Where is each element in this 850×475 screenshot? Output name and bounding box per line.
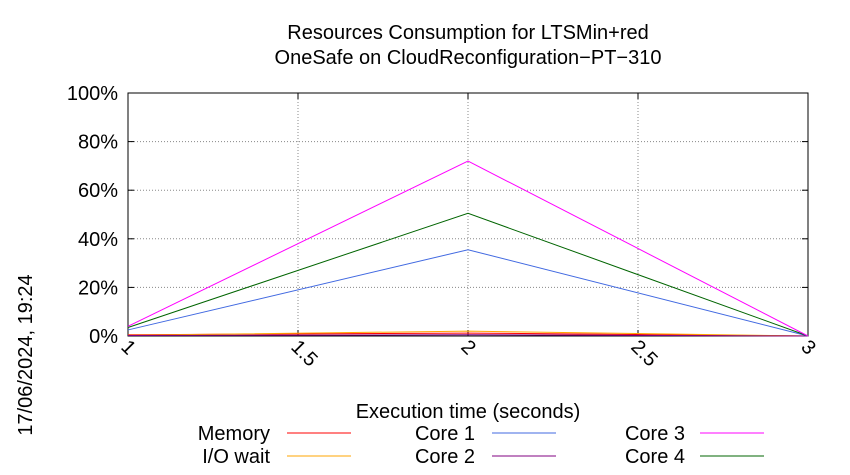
legend-label: Core 4 (625, 446, 685, 468)
x-tick-label: 1.5 (286, 336, 321, 371)
y-axis: 0% 20% 40% 60% 80% 100% (67, 83, 808, 348)
legend-label: Core 2 (415, 446, 475, 468)
timestamp-label: 17/06/2024, 19:24 (15, 274, 37, 435)
x-tick-label: 2 (456, 336, 479, 359)
chart-subtitle: OneSafe on CloudReconfiguration−PT−310 (275, 47, 662, 69)
y-tick-label: 0% (89, 326, 118, 348)
x-axis: 1 1.5 2 2.5 3 (116, 93, 820, 371)
series-line-core-2 (127, 334, 809, 337)
x-tick-label: 3 (796, 336, 819, 359)
series-lines (127, 160, 809, 337)
y-tick-label: 100% (67, 83, 118, 105)
chart-title: Resources Consumption for LTSMin+red (287, 22, 648, 44)
series-line-core-4 (127, 212, 809, 337)
x-axis-label: Execution time (seconds) (356, 401, 581, 423)
y-tick-label: 60% (78, 180, 118, 202)
legend-label: Memory (198, 423, 270, 445)
legend-label: Core 3 (625, 423, 685, 445)
series-line-core-1 (127, 249, 809, 337)
grid (128, 93, 808, 336)
y-tick-label: 40% (78, 229, 118, 251)
legend-label: I/O wait (202, 446, 270, 468)
y-tick-label: 80% (78, 132, 118, 154)
series-line-core-3 (127, 160, 809, 337)
x-tick-label: 2.5 (626, 336, 661, 371)
x-tick-label: 1 (116, 336, 139, 359)
y-tick-label: 20% (78, 277, 118, 299)
legend-label: Core 1 (415, 423, 475, 445)
series-line-i-o-wait (127, 330, 809, 337)
